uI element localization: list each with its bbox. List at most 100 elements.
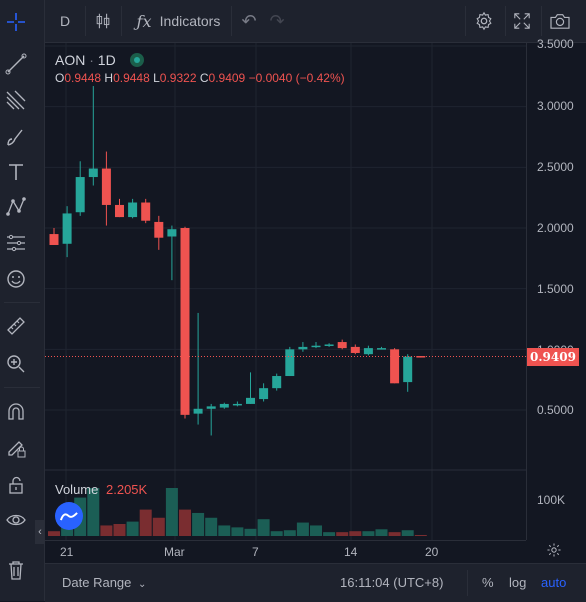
chart-type-candles-icon[interactable] [93, 0, 113, 42]
log-toggle[interactable]: log [509, 575, 527, 590]
emoji-icon[interactable] [4, 267, 28, 291]
time-tick: 21 [60, 545, 74, 559]
candle-body [75, 177, 85, 213]
candle-body [403, 356, 413, 383]
candle-body [154, 221, 164, 238]
volume-bar [205, 517, 218, 536]
high-label: H [104, 71, 114, 85]
unlock-icon[interactable] [4, 473, 28, 497]
volume-bar [375, 529, 388, 536]
volume-bar [139, 509, 152, 536]
volume-bar [349, 531, 362, 536]
interval-button[interactable]: D [59, 13, 71, 29]
open-value: 0.9448 [64, 71, 102, 85]
price-tick: 1.5000 [537, 282, 574, 296]
volume-bar [257, 519, 270, 536]
zoom-in-icon[interactable] [4, 352, 28, 376]
close-value: 0.9409 [208, 71, 246, 85]
brush-icon[interactable] [4, 125, 28, 149]
toolbar-divider [465, 6, 466, 36]
time-axis[interactable] [45, 540, 526, 563]
tradingview-logo-icon[interactable] [55, 502, 83, 530]
candle-body [337, 342, 347, 349]
bottom-bar [45, 563, 586, 602]
indicators-button[interactable]: Indicators [159, 13, 221, 29]
undo-icon[interactable]: ↶ [241, 10, 257, 31]
eye-icon[interactable] [4, 508, 28, 532]
auto-toggle[interactable]: auto [541, 575, 567, 590]
candle-body [219, 403, 229, 408]
volume-value: 2.205K [106, 482, 148, 497]
symbol-legend: AON · 1D [55, 52, 144, 68]
collapse-toolbar-chevron-icon[interactable]: ‹ [35, 520, 45, 544]
price-chart[interactable] [45, 43, 526, 540]
toolbar-divider [541, 6, 542, 36]
left-drawing-toolbar [0, 0, 45, 601]
price-scale[interactable]: 3.5000 3.0000 2.5000 2.0000 1.5000 1.000… [526, 37, 586, 540]
toolbar-divider [4, 387, 40, 388]
clock-timezone[interactable]: 16:11:04 (UTC+8) [340, 575, 444, 590]
toolbar-divider [231, 6, 232, 36]
camera-snapshot-icon[interactable] [548, 0, 572, 42]
percent-toggle[interactable]: % [482, 575, 494, 590]
ohlc-legend: O0.9448 H0.9448 L0.9322 C0.9409 −0.0040 … [55, 71, 345, 85]
volume-legend: Volume 2.205K [55, 482, 147, 497]
price-tick: 2.0000 [537, 221, 574, 235]
symbol-name[interactable]: AON [55, 52, 86, 68]
candle-body [363, 348, 373, 355]
date-range-button[interactable]: Date Range ⌄ [62, 575, 146, 590]
volume-bar [414, 535, 427, 536]
low-label: L [153, 71, 160, 85]
price-tick: 3.5000 [537, 37, 574, 51]
volume-bar [401, 530, 414, 536]
prediction-icon[interactable] [4, 231, 28, 255]
volume-bar [48, 531, 60, 536]
candle-body [49, 234, 59, 245]
trash-icon[interactable] [4, 558, 28, 582]
volume-bar [296, 522, 309, 536]
change-value: −0.0040 (−0.42%) [248, 71, 345, 85]
volume-bar [100, 525, 113, 536]
text-tool-icon[interactable] [4, 160, 28, 184]
toolbar-divider [4, 302, 40, 303]
top-toolbar: D ƒx Indicators ↶ ↷ [45, 0, 586, 43]
volume-bar [362, 531, 375, 536]
volume-bar [165, 488, 178, 536]
volume-bar [192, 512, 205, 536]
candle-body [180, 228, 190, 415]
candle-body [350, 346, 360, 353]
candle-body [115, 204, 124, 218]
candle-body [311, 345, 321, 348]
fullscreen-icon[interactable] [511, 0, 533, 42]
time-tick: Mar [164, 545, 185, 559]
candle-body [272, 376, 282, 389]
candle-body [101, 168, 111, 205]
candle-body [246, 397, 255, 404]
candle-body [193, 408, 203, 414]
fx-icon[interactable]: ƒx [136, 11, 152, 31]
candle-body [298, 346, 308, 350]
magnet-icon[interactable] [4, 400, 28, 424]
fib-retracement-icon[interactable] [4, 88, 28, 112]
bottom-divider [467, 570, 468, 596]
candle-body [232, 403, 242, 406]
ruler-icon[interactable] [4, 314, 28, 338]
volume-bar [388, 532, 401, 536]
close-label: C [199, 71, 209, 85]
trend-line-icon[interactable] [4, 52, 28, 76]
redo-icon[interactable]: ↷ [269, 10, 285, 31]
date-range-label: Date Range [62, 575, 132, 590]
volume-bar [244, 528, 257, 536]
time-tick: 14 [344, 545, 358, 559]
market-status-dot-icon [129, 53, 144, 67]
crosshair-icon[interactable] [4, 10, 28, 34]
time-axis-settings-gear-icon[interactable] [546, 542, 564, 560]
settings-gear-icon[interactable] [473, 0, 495, 42]
volume-bar [231, 527, 244, 536]
legend-separator: · [89, 52, 94, 68]
pattern-icon[interactable] [4, 195, 28, 219]
lock-drawings-icon[interactable] [4, 436, 28, 460]
volume-bar [336, 532, 349, 536]
high-value: 0.9448 [113, 71, 150, 85]
price-tick: 3.0000 [537, 99, 574, 113]
